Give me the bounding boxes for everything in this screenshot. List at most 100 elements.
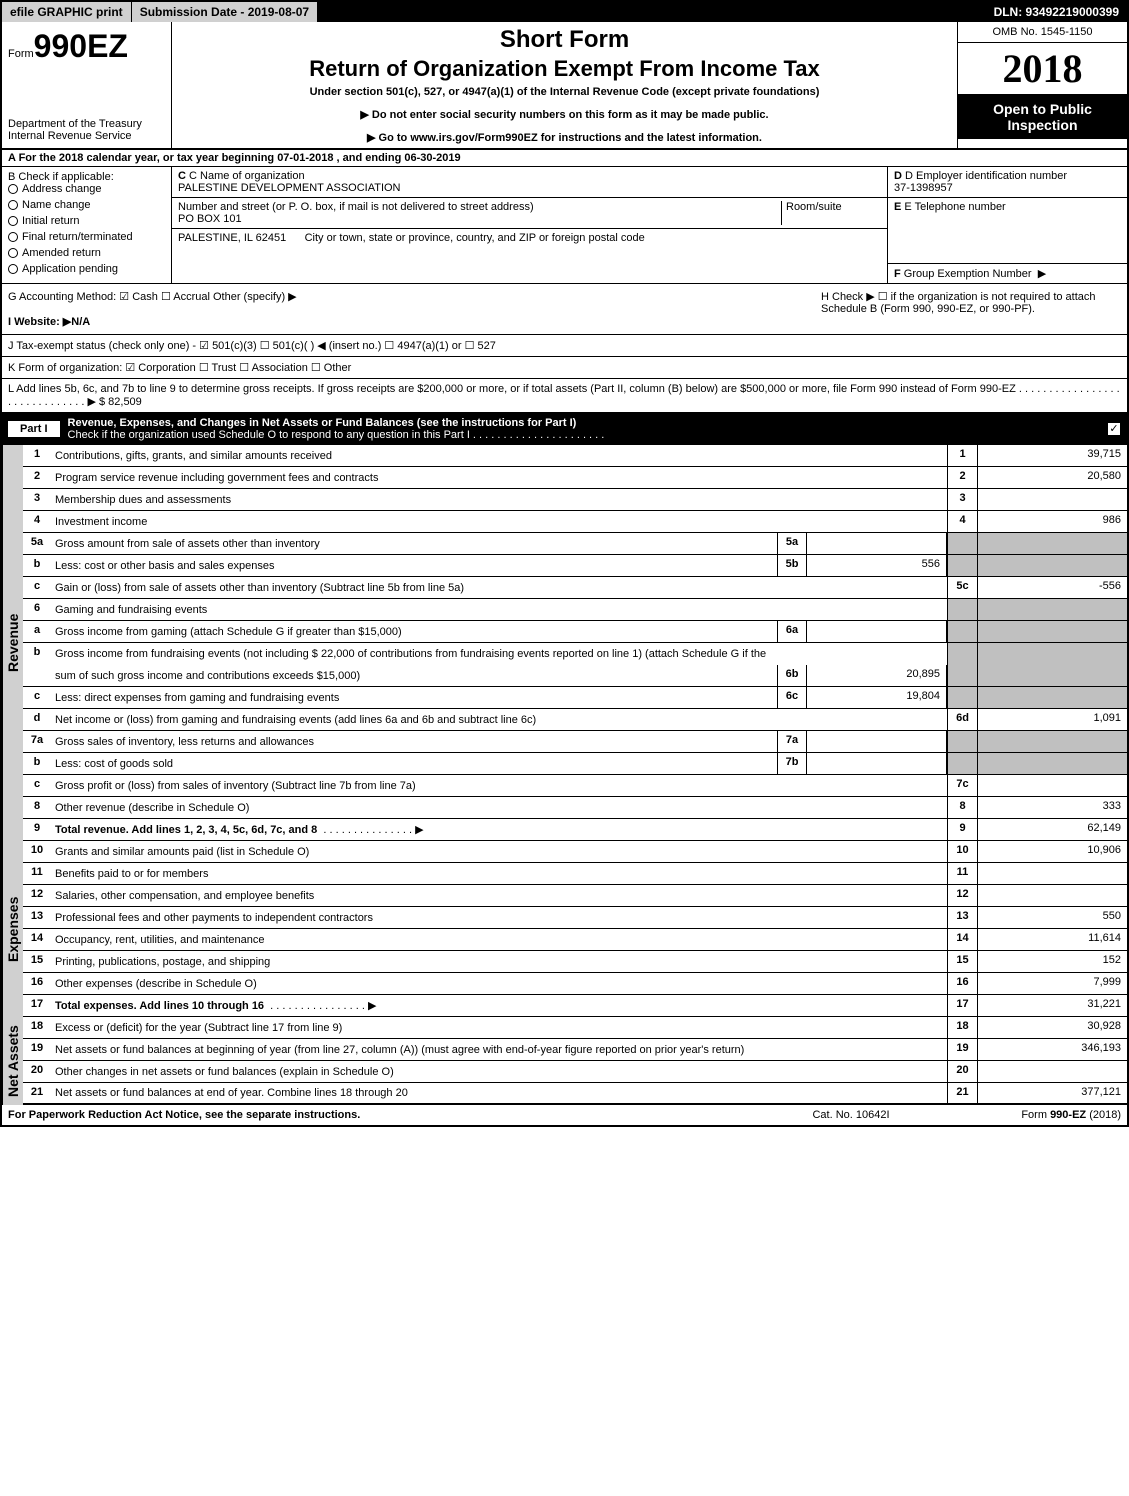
part-1-label: Part I: [8, 421, 60, 437]
page-footer: For Paperwork Reduction Act Notice, see …: [2, 1105, 1127, 1125]
line-5a: 5aGross amount from sale of assets other…: [23, 533, 1127, 555]
part-1-title: Revenue, Expenses, and Changes in Net As…: [68, 417, 577, 429]
line-6d: dNet income or (loss) from gaming and fu…: [23, 709, 1127, 731]
net-assets-section: Net Assets 18Excess or (deficit) for the…: [2, 1017, 1127, 1105]
line-10: 10Grants and similar amounts paid (list …: [23, 841, 1127, 863]
dept-irs: Internal Revenue Service: [8, 130, 165, 142]
line-6b-1: bGross income from fundraising events (n…: [23, 643, 1127, 665]
address-value: PO BOX 101: [178, 213, 781, 225]
line-15: 15Printing, publications, postage, and s…: [23, 951, 1127, 973]
line-h-schedule-b: H Check ▶ ☐ if the organization is not r…: [821, 290, 1121, 328]
line-k-form-org: K Form of organization: ☑ Corporation ☐ …: [2, 357, 1127, 379]
header-right: OMB No. 1545-1150 2018 Open to Public In…: [957, 22, 1127, 148]
form-prefix: Form: [8, 48, 34, 60]
omb-number: OMB No. 1545-1150: [958, 22, 1127, 43]
line-14: 14Occupancy, rent, utilities, and mainte…: [23, 929, 1127, 951]
check-application-pending[interactable]: Application pending: [8, 263, 165, 275]
form-number: 990EZ: [34, 28, 128, 64]
line-3: 3Membership dues and assessments 3: [23, 489, 1127, 511]
check-name-change[interactable]: Name change: [8, 199, 165, 211]
line-1: 1Contributions, gifts, grants, and simil…: [23, 445, 1127, 467]
line-j-tax-exempt: J Tax-exempt status (check only one) - ☑…: [2, 335, 1127, 357]
group-exemption-label: Group Exemption Number ▶: [904, 268, 1046, 280]
section-b-ids: D D Employer identification number 37-13…: [887, 167, 1127, 283]
ein-cell: D D Employer identification number 37-13…: [888, 167, 1127, 198]
line-7a: 7aGross sales of inventory, less returns…: [23, 731, 1127, 753]
org-name-label: C C Name of organization: [178, 170, 881, 182]
expenses-section: Expenses 10Grants and similar amounts pa…: [2, 841, 1127, 1017]
line-6b-2: sum of such gross income and contributio…: [23, 665, 1127, 687]
line-6: 6Gaming and fundraising events: [23, 599, 1127, 621]
line-a-tax-year: A For the 2018 calendar year, or tax yea…: [2, 150, 1127, 167]
cat-number: Cat. No. 10642I: [751, 1109, 951, 1121]
submission-date: Submission Date - 2019-08-07: [132, 2, 317, 22]
city-value: PALESTINE, IL 62451: [178, 232, 286, 244]
form-title: Return of Organization Exempt From Incom…: [178, 56, 951, 82]
header-mid: Short Form Return of Organization Exempt…: [172, 22, 957, 148]
revenue-label: Revenue: [2, 445, 23, 841]
address-cell: Number and street (or P. O. box, if mail…: [172, 198, 887, 229]
line-g-accounting: G Accounting Method: ☑ Cash ☐ Accrual Ot…: [8, 290, 821, 303]
tax-year: 2018: [958, 43, 1127, 95]
ein-value: 37-1398957: [894, 182, 1121, 194]
check-address-change[interactable]: Address change: [8, 183, 165, 195]
section-b: B Check if applicable: Address change Na…: [2, 167, 1127, 284]
line-17: 17Total expenses. Add lines 10 through 1…: [23, 995, 1127, 1017]
line-16: 16Other expenses (describe in Schedule O…: [23, 973, 1127, 995]
line-8: 8Other revenue (describe in Schedule O) …: [23, 797, 1127, 819]
open-to-public: Open to Public Inspection: [958, 95, 1127, 139]
part-1-schedule-o-check[interactable]: ✓: [1107, 422, 1121, 436]
instructions-link[interactable]: ▶ Go to www.irs.gov/Form990EZ for instru…: [178, 131, 951, 144]
part-1-sub: Check if the organization used Schedule …: [68, 429, 605, 441]
line-21: 21Net assets or fund balances at end of …: [23, 1083, 1127, 1105]
line-7b: bLess: cost of goods sold 7b: [23, 753, 1127, 775]
group-exemption-cell: F Group Exemption Number ▶: [888, 264, 1127, 283]
form-990ez-page: efile GRAPHIC print Submission Date - 20…: [0, 0, 1129, 1127]
ein-label: D D Employer identification number: [894, 170, 1121, 182]
line-2: 2Program service revenue including gover…: [23, 467, 1127, 489]
check-amended-return[interactable]: Amended return: [8, 247, 165, 259]
part-1-header: Part I Revenue, Expenses, and Changes in…: [2, 413, 1127, 445]
address-label: Number and street (or P. O. box, if mail…: [178, 201, 781, 213]
expenses-label: Expenses: [2, 841, 23, 1017]
open-line1: Open to Public: [960, 101, 1125, 117]
check-initial-return[interactable]: Initial return: [8, 215, 165, 227]
line-7c: cGross profit or (loss) from sales of in…: [23, 775, 1127, 797]
section-b-title: B Check if applicable:: [8, 171, 165, 183]
phone-label: E Telephone number: [904, 201, 1005, 213]
room-suite: Room/suite: [781, 201, 881, 225]
paperwork-notice: For Paperwork Reduction Act Notice, see …: [8, 1109, 751, 1121]
net-assets-label: Net Assets: [2, 1017, 23, 1105]
line-13: 13Professional fees and other payments t…: [23, 907, 1127, 929]
short-form-title: Short Form: [178, 26, 951, 54]
line-6c: cLess: direct expenses from gaming and f…: [23, 687, 1127, 709]
topbar: efile GRAPHIC print Submission Date - 20…: [2, 2, 1127, 22]
city-cell: PALESTINE, IL 62451 City or town, state …: [172, 229, 887, 283]
line-11: 11Benefits paid to or for members 11: [23, 863, 1127, 885]
org-name-cell: C C Name of organization PALESTINE DEVEL…: [172, 167, 887, 198]
line-i-website: I Website: ▶N/A: [8, 315, 821, 328]
line-l-gross-receipts: L Add lines 5b, 6c, and 7b to line 9 to …: [2, 379, 1127, 413]
form-subtitle: Under section 501(c), 527, or 4947(a)(1)…: [178, 86, 951, 98]
header-left: Form990EZ Department of the Treasury Int…: [2, 22, 172, 148]
ssn-note: ▶ Do not enter social security numbers o…: [178, 108, 951, 121]
line-6a: aGross income from gaming (attach Schedu…: [23, 621, 1127, 643]
line-19: 19Net assets or fund balances at beginni…: [23, 1039, 1127, 1061]
form-version: Form 990-EZ (2018): [951, 1109, 1121, 1121]
org-name-value: PALESTINE DEVELOPMENT ASSOCIATION: [178, 182, 881, 194]
phone-cell: E E Telephone number: [888, 198, 1127, 264]
line-12: 12Salaries, other compensation, and empl…: [23, 885, 1127, 907]
section-b-checkboxes: B Check if applicable: Address change Na…: [2, 167, 172, 283]
row-g-h: G Accounting Method: ☑ Cash ☐ Accrual Ot…: [2, 284, 1127, 335]
check-final-return[interactable]: Final return/terminated: [8, 231, 165, 243]
city-label: City or town, state or province, country…: [305, 232, 645, 244]
line-4: 4Investment income 4986: [23, 511, 1127, 533]
section-b-org-info: C C Name of organization PALESTINE DEVEL…: [172, 167, 887, 283]
line-5c: cGain or (loss) from sale of assets othe…: [23, 577, 1127, 599]
revenue-section: Revenue 1Contributions, gifts, grants, a…: [2, 445, 1127, 841]
dept-treasury: Department of the Treasury: [8, 118, 165, 130]
line-18: 18Excess or (deficit) for the year (Subt…: [23, 1017, 1127, 1039]
line-5b: bLess: cost or other basis and sales exp…: [23, 555, 1127, 577]
line-9: 9Total revenue. Add lines 1, 2, 3, 4, 5c…: [23, 819, 1127, 841]
efile-print-button[interactable]: efile GRAPHIC print: [2, 2, 132, 22]
